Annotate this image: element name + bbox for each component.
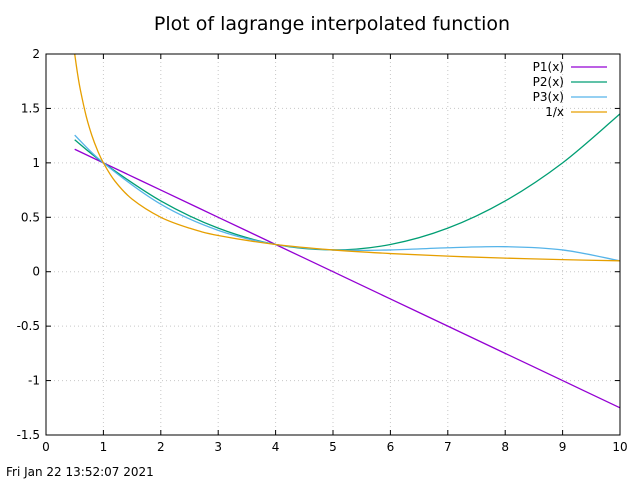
series-line-p1-x — [74, 148, 621, 409]
y-tick-label: 1 — [32, 156, 40, 170]
legend-label-p1-x: P1(x) — [533, 60, 564, 74]
y-tick-label: 0 — [32, 265, 40, 279]
x-tick-label: 10 — [612, 440, 627, 454]
y-tick-label: -0.5 — [17, 319, 40, 333]
chart-title: Plot of lagrange interpolated function — [154, 13, 510, 35]
series-lines — [74, 53, 621, 409]
legend-label-1-x: 1/x — [545, 105, 564, 119]
grid-lines — [46, 54, 620, 435]
y-tick-label: -1 — [28, 374, 40, 388]
x-tick-label: 5 — [329, 440, 337, 454]
x-tick-label: 8 — [501, 440, 509, 454]
x-tick-label: 4 — [272, 440, 280, 454]
x-tick-label: 6 — [387, 440, 395, 454]
y-tick-label: 1.5 — [21, 101, 40, 115]
y-tick-label: 0.5 — [21, 210, 40, 224]
legend-label-p3-x: P3(x) — [533, 90, 564, 104]
x-tick-label: 3 — [214, 440, 222, 454]
axis-ticks: 0 1 2 3 4 5 6 7 8 9 10 -1.5 -1 -0.5 0 0.5 1 1.5 2 — [17, 47, 628, 454]
x-tick-label: 2 — [157, 440, 165, 454]
x-tick-label: 7 — [444, 440, 452, 454]
x-tick-label: 9 — [559, 440, 567, 454]
series-line-p2-x — [74, 113, 621, 251]
series-line-1-x — [74, 53, 621, 262]
legend: P1(x)P2(x)P3(x)1/x — [533, 60, 607, 119]
plot-frame — [45, 53, 621, 436]
y-tick-label: -1.5 — [17, 428, 40, 442]
x-tick-label: 1 — [100, 440, 108, 454]
x-tick-label: 0 — [42, 440, 50, 454]
timestamp: Fri Jan 22 13:52:07 2021 — [6, 465, 154, 479]
legend-label-p2-x: P2(x) — [533, 75, 564, 89]
y-tick-label: 2 — [32, 47, 40, 61]
